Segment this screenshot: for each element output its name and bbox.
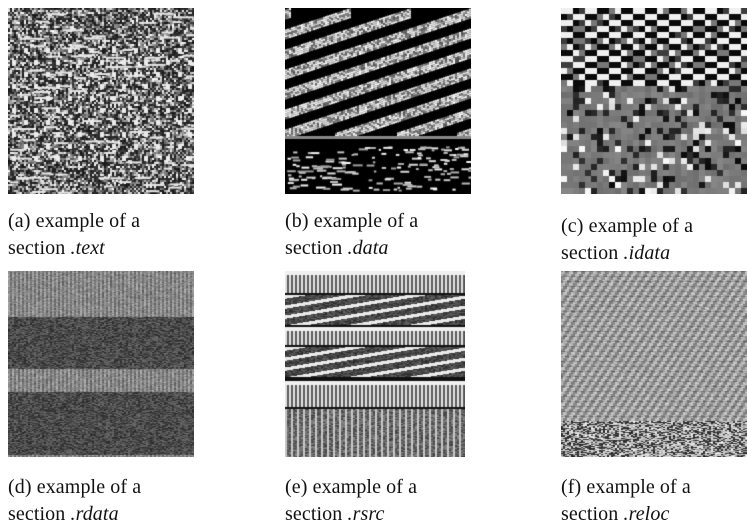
caption-line1: example of a (312, 476, 418, 498)
caption-d: (d) example of a section .rdata (8, 474, 141, 528)
section-name: .text (70, 237, 105, 259)
section-text-image (8, 8, 194, 194)
caption-tag: (b) (285, 210, 309, 232)
caption-prefix: section (285, 237, 343, 259)
caption-tag: (e) (285, 476, 308, 498)
caption-tag: (a) (8, 210, 31, 232)
section-name: .rsrc (347, 503, 385, 525)
caption-prefix: section (561, 242, 619, 264)
caption-line1: example of a (586, 476, 691, 498)
section-name: .reloc (623, 503, 670, 525)
caption-f: (f) example of a section .reloc (561, 474, 691, 528)
caption-e: (e) example of a section .rsrc (285, 474, 417, 528)
caption-c: (c) example of a section .idata (561, 213, 693, 267)
caption-tag: (f) (561, 476, 582, 498)
section-rdata-image (8, 271, 194, 457)
caption-line1: example of a (313, 210, 419, 232)
caption-line1: example of a (35, 210, 141, 232)
section-name: .data (347, 237, 389, 259)
section-name: .idata (623, 242, 671, 264)
caption-prefix: section (561, 503, 619, 525)
section-data-image (285, 8, 471, 194)
caption-prefix: section (285, 503, 343, 525)
caption-prefix: section (8, 237, 66, 259)
section-idata-image (561, 8, 747, 194)
caption-line1: example of a (588, 215, 694, 237)
section-rsrc-image (285, 271, 465, 457)
caption-prefix: section (8, 503, 66, 525)
caption-tag: (c) (561, 215, 584, 237)
caption-a: (a) example of a section .text (8, 208, 140, 262)
caption-b: (b) example of a section .data (285, 208, 418, 262)
caption-line1: example of a (36, 476, 142, 498)
section-reloc-image (561, 271, 747, 457)
caption-tag: (d) (8, 476, 32, 498)
section-name: .rdata (70, 503, 119, 525)
